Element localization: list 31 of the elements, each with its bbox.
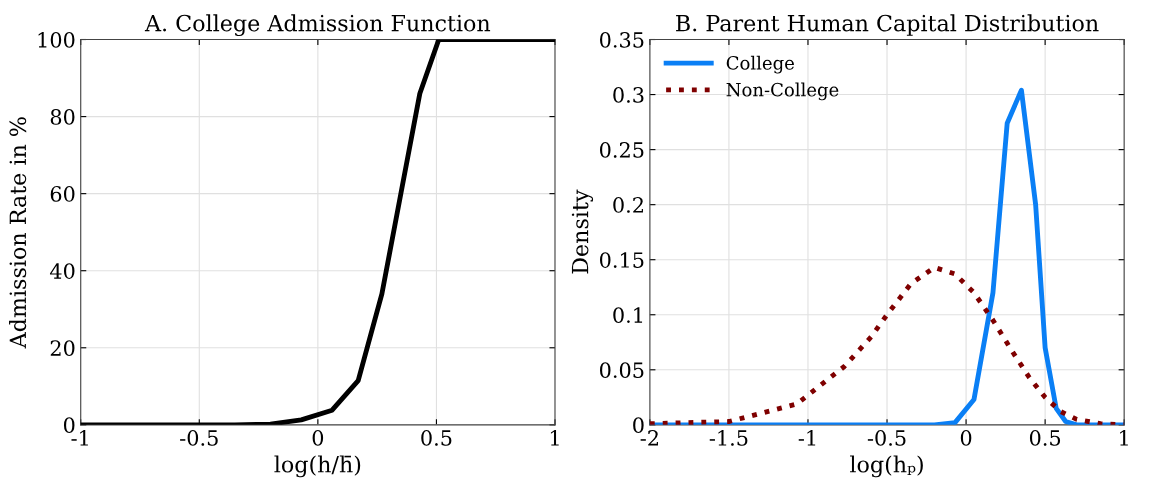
y-tick-label: 0.35: [600, 31, 644, 48]
chart-title: A. College Admission Function: [144, 14, 491, 37]
y-axis-title: Admission Rate in %: [9, 117, 27, 349]
y-tick-label: 20: [50, 340, 75, 356]
x-tick-label: 0: [960, 430, 972, 446]
x-tick-label: 0: [312, 430, 324, 446]
y-tick-label: 80: [50, 109, 75, 125]
legend-label: College: [726, 55, 794, 74]
x-tick-label: 0.5: [421, 430, 452, 446]
x-tick-label: -0.5: [180, 430, 218, 446]
x-tick-label: -1: [798, 430, 816, 446]
line-series: [80, 39, 556, 425]
x-tick-label: -1.5: [709, 430, 748, 446]
chart-title: B. Parent Human Capital Distribution: [676, 14, 1099, 36]
y-tick-label: 0.1: [613, 307, 643, 323]
y-tick-label: 0.05: [600, 362, 644, 379]
y-tick-label: 40: [49, 263, 75, 279]
y-tick-label: 100: [38, 31, 75, 48]
y-tick-label: 60: [50, 186, 75, 202]
x-tick-label: -0.5: [867, 430, 906, 446]
x-tick-label: 1: [1120, 430, 1128, 446]
x-axis-title: log(hₚ): [850, 455, 923, 478]
x-axis-title: log(h/h̄): [274, 455, 361, 478]
legend-label: Non-College: [726, 82, 839, 101]
y-tick-label: 0.15: [600, 252, 644, 268]
y-tick-label: 0.2: [613, 197, 643, 213]
y-tick-label: 0.3: [613, 87, 644, 103]
x-tick-label: 1: [550, 430, 559, 446]
y-axis-title: Density: [571, 189, 594, 274]
y-tick-label: 0.25: [600, 142, 644, 158]
x-tick-label: 0.5: [1029, 430, 1061, 446]
